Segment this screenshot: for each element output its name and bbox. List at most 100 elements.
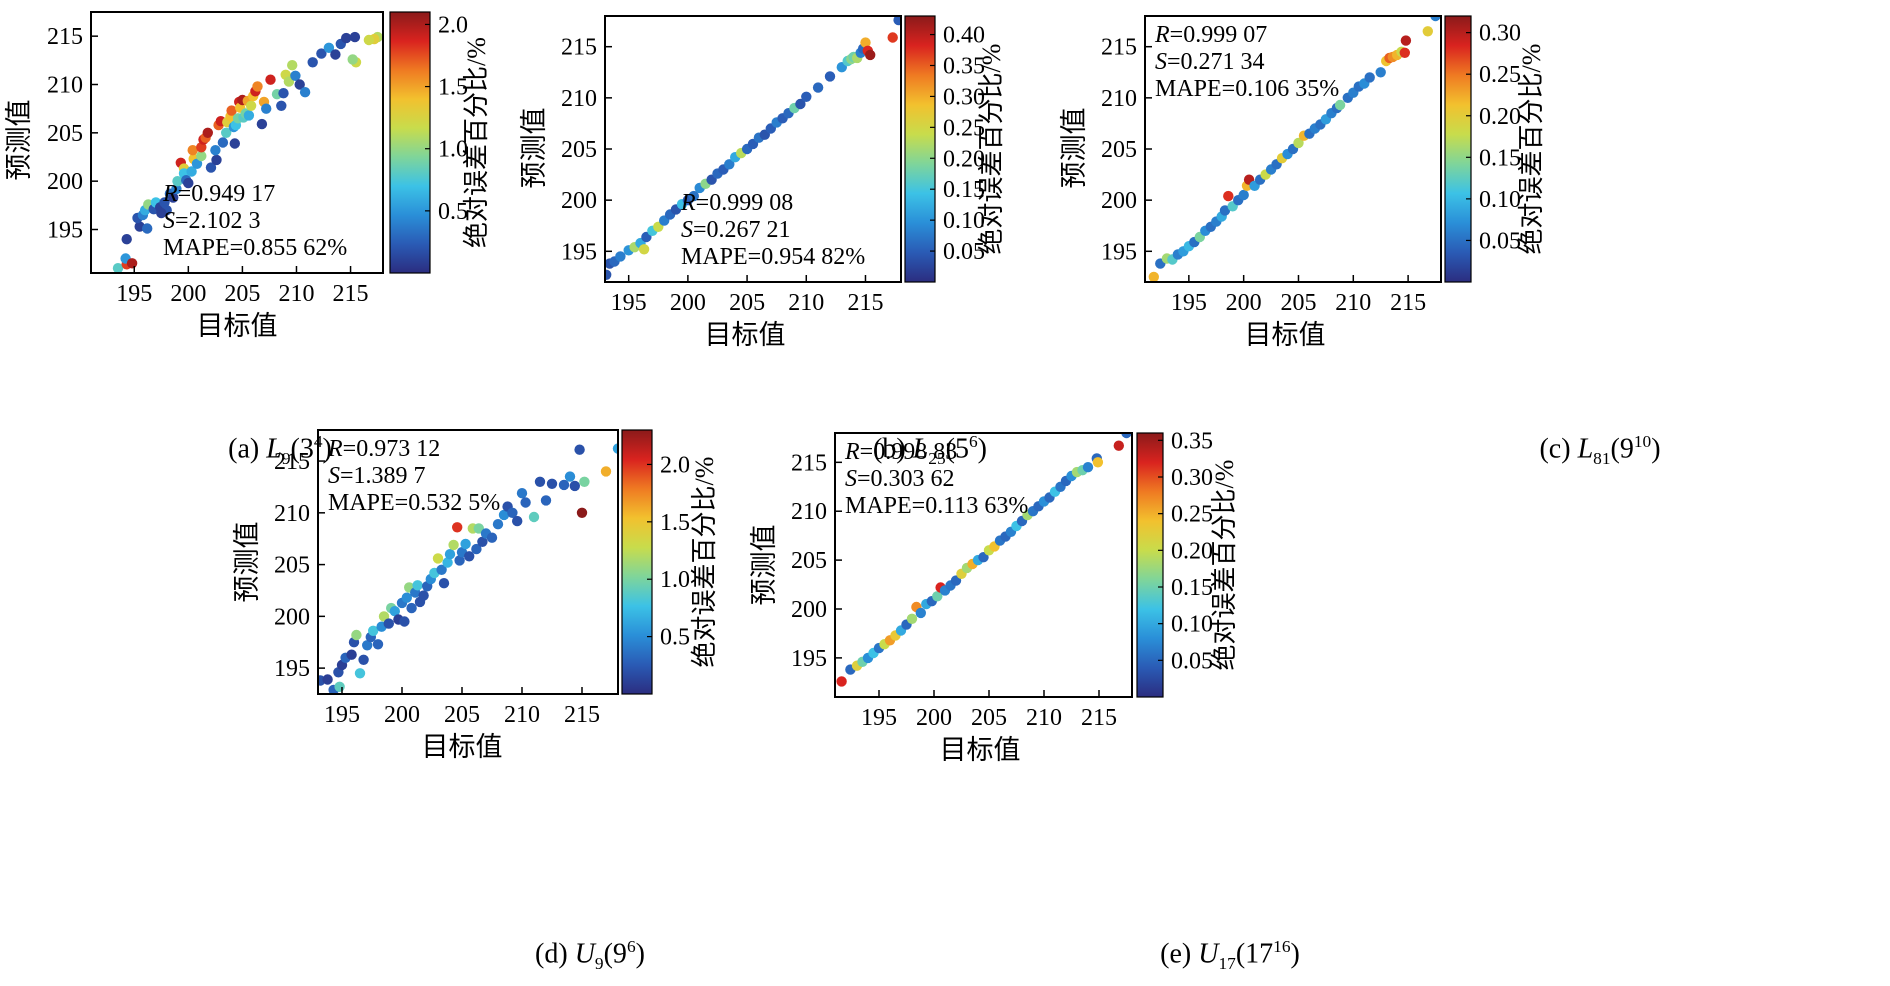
data-point <box>579 476 590 487</box>
colorbar-label: 绝对误差百分比/% <box>1517 44 1546 255</box>
scatter-points <box>318 443 618 694</box>
data-point <box>196 150 207 162</box>
stats-line: MAPE=0.113 63% <box>845 493 1028 519</box>
data-point <box>210 145 221 156</box>
data-point <box>354 668 366 679</box>
x-tick-label: 200 <box>170 281 206 307</box>
stats-line: MAPE=0.954 82% <box>681 244 865 270</box>
y-tick-label: 200 <box>561 188 597 214</box>
x-tick-label: 205 <box>729 290 765 316</box>
data-point <box>812 82 824 93</box>
colorbar-tick-label: 0.30 <box>1479 21 1521 47</box>
colorbar-tick-label: 0.20 <box>1171 538 1213 564</box>
x-tick-label: 195 <box>324 702 360 728</box>
scatter-points <box>1148 16 1441 282</box>
x-axis-label: 目标值 <box>1245 320 1326 350</box>
x-tick-label: 210 <box>504 702 540 728</box>
data-point <box>351 629 362 641</box>
data-point <box>534 476 546 487</box>
data-point <box>688 190 699 202</box>
data-point <box>460 538 471 550</box>
stats-line: S=0.303 62 <box>845 466 955 492</box>
y-tick-label: 210 <box>561 86 597 112</box>
y-tick-label: 195 <box>47 218 83 244</box>
data-point <box>346 649 357 660</box>
y-tick-label: 200 <box>791 597 827 623</box>
data-point <box>1430 16 1441 22</box>
data-point <box>452 522 463 533</box>
colorbar-tick-label: 0.35 <box>1171 428 1213 454</box>
y-tick-label: 195 <box>274 656 310 682</box>
y-axis-label: 预测值 <box>749 525 779 606</box>
colorbar-tick-label: 0.10 <box>1171 612 1213 638</box>
data-point <box>205 162 217 173</box>
colorbar-tick-label: 0.05 <box>943 239 985 265</box>
panel-e: 195 200 205 210 215 195 200 205 210 215 目标值 预测值 R=0.… <box>749 428 1239 765</box>
data-point <box>323 42 335 53</box>
colorbar-label: 绝对误差百分比/% <box>977 44 1006 255</box>
y-tick-label: 210 <box>791 499 827 525</box>
colorbar <box>621 429 653 695</box>
data-point <box>801 91 812 103</box>
data-point <box>186 166 197 177</box>
x-tick-label: 205 <box>444 702 480 728</box>
data-point <box>330 49 341 60</box>
x-tick-label: 215 <box>564 702 600 728</box>
data-point <box>383 618 394 629</box>
stats-line: MAPE=0.855 62% <box>163 235 347 261</box>
data-point <box>464 551 475 562</box>
data-point <box>171 183 182 195</box>
x-tick-label: 215 <box>333 281 369 307</box>
x-tick-label: 200 <box>916 705 952 731</box>
y-tick-label: 215 <box>274 449 310 475</box>
data-point <box>418 590 429 601</box>
data-point <box>347 54 358 65</box>
data-point <box>507 507 518 518</box>
x-tick-label: 215 <box>847 290 883 316</box>
data-point <box>865 49 876 61</box>
data-point <box>126 258 138 269</box>
data-point <box>574 444 585 455</box>
y-tick-label: 195 <box>1101 239 1137 265</box>
data-point <box>915 607 926 619</box>
colorbar-tick-label: 0.30 <box>1171 465 1213 491</box>
y-tick-label: 200 <box>274 604 310 630</box>
data-point <box>372 639 384 650</box>
data-point <box>406 602 417 614</box>
x-tick-label: 210 <box>1335 290 1371 316</box>
colorbar-tick-label: 1.0 <box>438 137 468 163</box>
x-axis-label: 目标值 <box>940 735 1021 765</box>
colorbar-tick-label: 0.5 <box>660 625 690 651</box>
data-point <box>276 100 287 112</box>
data-point <box>473 523 484 534</box>
data-point <box>1113 440 1125 451</box>
data-point <box>471 543 482 555</box>
y-tick-label: 215 <box>561 35 597 61</box>
data-point <box>299 87 311 98</box>
colorbar-tick-label: 1.0 <box>660 567 690 593</box>
data-point <box>121 234 132 245</box>
panel-b: 195 200 205 210 215 195 200 205 210 215 目标值 预测值 R=0.… <box>519 15 1006 350</box>
data-point <box>334 681 345 692</box>
colorbar-label: 绝对误差百分比/% <box>690 457 719 668</box>
data-point <box>1238 189 1249 201</box>
data-point <box>168 192 179 203</box>
data-point <box>183 177 194 189</box>
x-tick-label: 210 <box>1026 705 1062 731</box>
plot-frame <box>834 432 1133 698</box>
data-point <box>363 34 375 46</box>
data-point <box>322 674 333 685</box>
data-point <box>412 580 423 591</box>
data-point <box>576 507 588 518</box>
colorbar-tick-label: 1.5 <box>438 75 468 101</box>
colorbar <box>389 11 431 274</box>
y-tick-label: 195 <box>561 239 597 265</box>
caption-c: (c) L81(910) <box>1539 432 1661 468</box>
data-point <box>615 251 626 262</box>
data-point <box>1148 271 1159 282</box>
data-point <box>278 88 289 99</box>
panel-a: 195 200 205 210 215 195 200 205 210 215 目标值 预测值 R=0.… <box>4 11 491 341</box>
data-point <box>498 509 510 521</box>
data-point <box>512 515 523 527</box>
data-point <box>795 98 806 110</box>
